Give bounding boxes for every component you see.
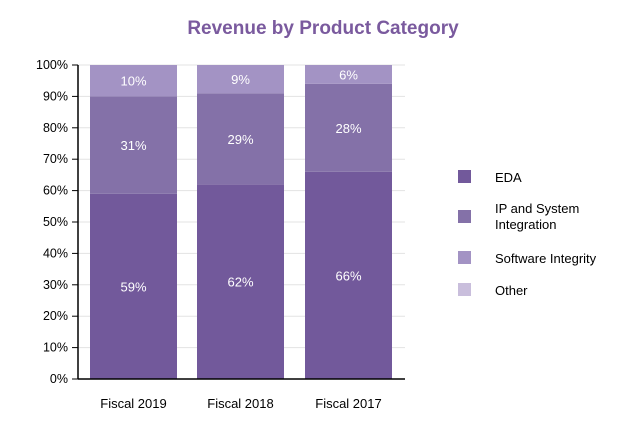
bar-segment	[197, 65, 284, 94]
legend-swatch	[458, 283, 471, 296]
y-tick-label: 40%	[43, 246, 68, 260]
data-label: 59%	[120, 279, 146, 294]
data-label: 31%	[120, 138, 146, 153]
bar-segment	[305, 65, 392, 84]
legend-swatch	[458, 170, 471, 183]
legend-label: Software Integrity	[495, 251, 597, 266]
y-tick-label: 60%	[43, 184, 68, 198]
legend-label: Other	[495, 283, 528, 298]
bar-segment	[305, 83, 392, 172]
bar-segment	[90, 193, 177, 379]
legend-label: IP and System Integration	[495, 201, 579, 232]
y-tick-label: 20%	[43, 309, 68, 323]
data-label: 10%	[120, 74, 146, 89]
data-label: 62%	[227, 275, 253, 290]
legend-swatch	[458, 210, 471, 223]
data-label: 6%	[339, 67, 358, 82]
bar-segment	[197, 184, 284, 379]
legend: EDA IP and System Integration Software Inte…	[458, 170, 597, 298]
bar-segment	[90, 65, 177, 97]
bars: 59% 31% 10% 62% 29% 9% 66% 28% 6%	[90, 65, 392, 379]
bar-segment	[305, 171, 392, 379]
y-tick-label: 50%	[43, 215, 68, 229]
axes	[77, 65, 405, 380]
chart-title: Revenue by Product Category	[187, 18, 459, 39]
bar-segment	[90, 96, 177, 194]
y-axis-ticks: 0% 10% 20% 30% 40% 50% 60% 70% 80% 90% 100%	[36, 58, 78, 386]
y-tick-label: 0%	[50, 372, 68, 386]
x-tick-label: Fiscal 2018	[207, 396, 273, 411]
legend-label: EDA	[495, 170, 522, 185]
x-tick-label: Fiscal 2019	[100, 396, 166, 411]
x-tick-label: Fiscal 2017	[315, 396, 381, 411]
y-tick-label: 30%	[43, 278, 68, 292]
data-label: 28%	[335, 121, 361, 136]
y-tick-label: 10%	[43, 341, 68, 355]
y-tick-label: 70%	[43, 152, 68, 166]
legend-swatch	[458, 251, 471, 264]
x-axis-labels: Fiscal 2019 Fiscal 2018 Fiscal 2017	[100, 396, 381, 411]
data-label: 9%	[231, 72, 250, 87]
data-label: 29%	[227, 132, 253, 147]
data-label: 66%	[335, 268, 361, 283]
y-tick-label: 100%	[36, 58, 68, 72]
y-tick-label: 80%	[43, 121, 68, 135]
y-tick-label: 90%	[43, 89, 68, 103]
bar-segment	[197, 93, 284, 185]
